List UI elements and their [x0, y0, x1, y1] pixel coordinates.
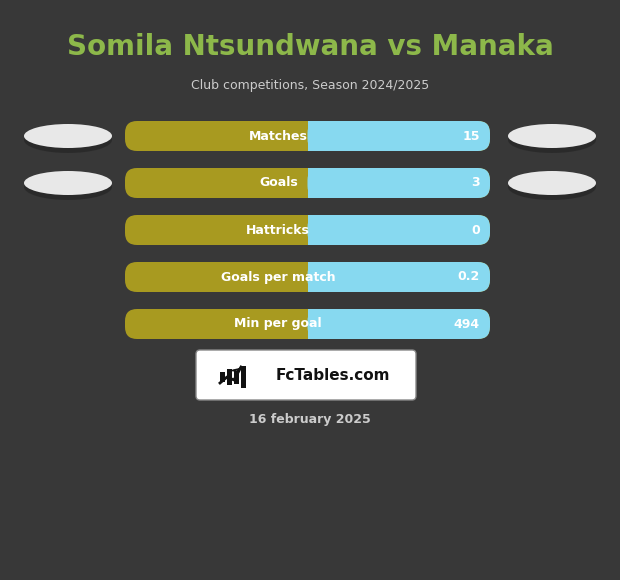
FancyBboxPatch shape — [125, 121, 490, 151]
FancyBboxPatch shape — [308, 262, 490, 292]
FancyBboxPatch shape — [125, 262, 490, 292]
Bar — [241, 366, 246, 388]
FancyBboxPatch shape — [125, 309, 490, 339]
FancyBboxPatch shape — [308, 121, 490, 151]
Bar — [308, 215, 332, 245]
Text: Somila Ntsundwana vs Manaka: Somila Ntsundwana vs Manaka — [66, 33, 554, 61]
Bar — [308, 121, 332, 151]
Text: Club competitions, Season 2024/2025: Club competitions, Season 2024/2025 — [191, 78, 429, 92]
FancyBboxPatch shape — [308, 309, 490, 339]
Text: 3: 3 — [471, 176, 480, 190]
Bar — [308, 309, 332, 339]
Text: Matches: Matches — [249, 129, 308, 143]
Bar — [308, 168, 332, 198]
Bar — [220, 372, 225, 382]
FancyBboxPatch shape — [308, 168, 490, 198]
Ellipse shape — [508, 174, 596, 200]
FancyBboxPatch shape — [125, 168, 490, 198]
Text: 0: 0 — [471, 223, 480, 237]
FancyBboxPatch shape — [196, 350, 416, 400]
Text: 494: 494 — [454, 317, 480, 331]
Ellipse shape — [508, 127, 596, 153]
Text: Goals per match: Goals per match — [221, 270, 335, 284]
Bar — [308, 262, 332, 292]
Text: Goals: Goals — [259, 176, 298, 190]
Text: 15: 15 — [463, 129, 480, 143]
Ellipse shape — [508, 124, 596, 148]
Text: 16 february 2025: 16 february 2025 — [249, 414, 371, 426]
Ellipse shape — [24, 171, 112, 195]
Text: FcTables.com: FcTables.com — [275, 368, 389, 382]
Bar — [234, 371, 239, 383]
Ellipse shape — [24, 174, 112, 200]
Text: Hattricks: Hattricks — [246, 223, 310, 237]
Text: Min per goal: Min per goal — [234, 317, 322, 331]
Ellipse shape — [508, 171, 596, 195]
Text: 0.2: 0.2 — [458, 270, 480, 284]
Bar — [227, 369, 232, 385]
FancyBboxPatch shape — [308, 215, 490, 245]
Ellipse shape — [24, 124, 112, 148]
FancyBboxPatch shape — [125, 215, 490, 245]
Ellipse shape — [24, 127, 112, 153]
